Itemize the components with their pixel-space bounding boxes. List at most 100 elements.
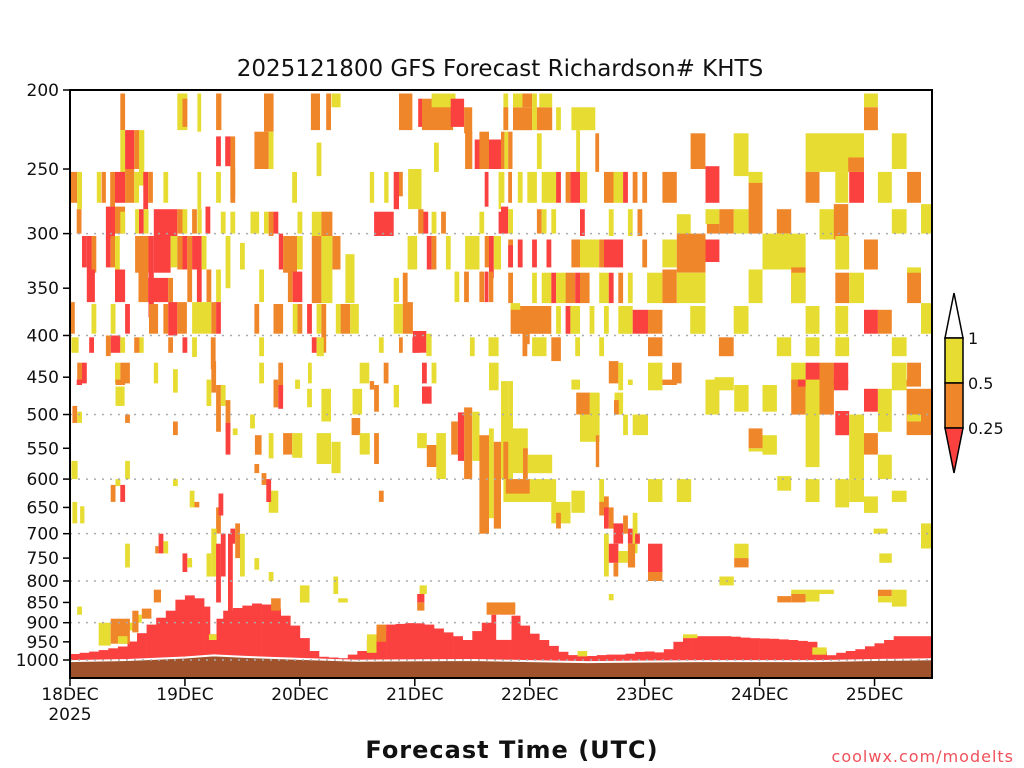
ri-cell: [148, 171, 153, 203]
ri-cell: [551, 209, 557, 234]
ri-cell: [608, 507, 614, 529]
ri-cell: [266, 479, 272, 502]
ri-cell: [706, 224, 720, 234]
ri-cell: [211, 302, 217, 334]
ri-cell: [211, 361, 217, 393]
boundary-layer-cell: [414, 623, 425, 661]
ri-cell: [632, 309, 648, 334]
ri-cell: [469, 337, 475, 357]
y-tick-label: 650: [27, 498, 59, 518]
ri-cell: [551, 272, 557, 304]
boundary-layer-extra-cell: [228, 533, 233, 623]
ri-cell: [465, 131, 473, 169]
ri-cell: [170, 236, 178, 268]
boundary-layer-cell: [357, 651, 368, 661]
boundary-layer-cell: [395, 623, 406, 661]
ri-cell: [359, 433, 370, 455]
ri-cell: [254, 435, 262, 455]
ri-cell: [556, 107, 561, 131]
boundary-layer-cell: [625, 653, 636, 662]
ri-cell: [115, 362, 121, 384]
x-tick-label: 23DEC: [616, 685, 673, 705]
ri-cell: [484, 171, 489, 207]
y-tick-label: 450: [27, 368, 59, 388]
ri-cell: [508, 209, 513, 234]
ri-cell: [340, 304, 351, 334]
ri-cell: [70, 171, 78, 203]
boundary-layer-cell: [108, 648, 119, 661]
boundary-layer-extra-cell: [208, 634, 217, 640]
ri-cell: [76, 209, 82, 234]
ri-cell: [556, 306, 561, 334]
ri-cell: [412, 337, 420, 353]
ri-cell: [891, 209, 907, 234]
ri-cell: [292, 433, 303, 458]
boundary-layer-cell: [778, 639, 789, 662]
ri-cell: [297, 236, 303, 270]
ri-cell: [734, 385, 749, 412]
ri-cell: [719, 209, 734, 234]
ri-cell: [307, 304, 312, 334]
ri-cell: [532, 337, 547, 357]
x-tick-label: 24DEC: [731, 685, 788, 705]
ri-cell: [422, 386, 432, 404]
ri-cell: [522, 93, 533, 108]
ri-cell: [189, 490, 195, 508]
ri-cell: [604, 496, 609, 516]
ri-cell: [192, 209, 197, 234]
ri-cell: [523, 448, 528, 480]
ri-cell: [295, 379, 300, 389]
ri-cell: [105, 236, 111, 268]
boundary-layer-cell: [750, 638, 760, 661]
boundary-layer-cell: [376, 631, 387, 661]
legend-under-arrow: [944, 427, 964, 474]
ri-cell: [570, 171, 580, 203]
boundary-layer-cell: [740, 637, 751, 661]
ri-cell: [676, 233, 706, 273]
boundary-layer-cell: [769, 638, 780, 661]
ri-cell: [632, 171, 638, 203]
ri-cell: [705, 166, 720, 203]
ri-cell: [374, 211, 394, 236]
ri-cell: [864, 433, 878, 455]
ri-cell: [115, 386, 125, 406]
ri-cell: [733, 209, 749, 234]
ri-cell: [316, 433, 331, 464]
ri-cell: [273, 379, 279, 408]
ri-cell: [921, 204, 932, 234]
ri-cell: [96, 171, 102, 203]
ri-cell: [527, 171, 537, 203]
boundary-layer-cell: [204, 606, 214, 656]
ri-cell: [182, 553, 188, 572]
ri-cell: [196, 269, 202, 303]
ri-cell: [399, 171, 403, 197]
credit-link[interactable]: coolwx.com/modelts: [832, 747, 1014, 766]
ri-cell: [331, 441, 341, 474]
legend-label: 0.5: [968, 374, 993, 393]
boundary-layer-cell: [788, 640, 799, 662]
ri-cell: [505, 479, 530, 494]
ri-cell: [879, 553, 892, 563]
ri-cell: [153, 362, 159, 384]
ri-cell: [292, 271, 303, 303]
ri-cell: [77, 171, 82, 210]
ri-cell: [168, 337, 173, 353]
ri-cell: [173, 479, 178, 487]
ri-cell: [331, 93, 341, 108]
ri-cell: [72, 405, 78, 423]
ri-cell: [489, 362, 499, 391]
boundary-layer-cell: [520, 625, 531, 661]
ri-cell: [907, 272, 921, 304]
ri-cell: [283, 236, 297, 273]
ri-cell: [580, 272, 590, 304]
y-tick-label: 750: [27, 549, 59, 569]
ri-cell: [662, 171, 677, 203]
ri-cell: [565, 171, 571, 203]
ri-cell: [604, 306, 609, 334]
ri-cell: [384, 171, 389, 203]
ri-cell: [210, 337, 216, 370]
ri-cell: [635, 533, 640, 544]
ri-cell: [599, 479, 604, 502]
ri-cell: [777, 476, 792, 491]
ri-cell: [571, 107, 596, 131]
